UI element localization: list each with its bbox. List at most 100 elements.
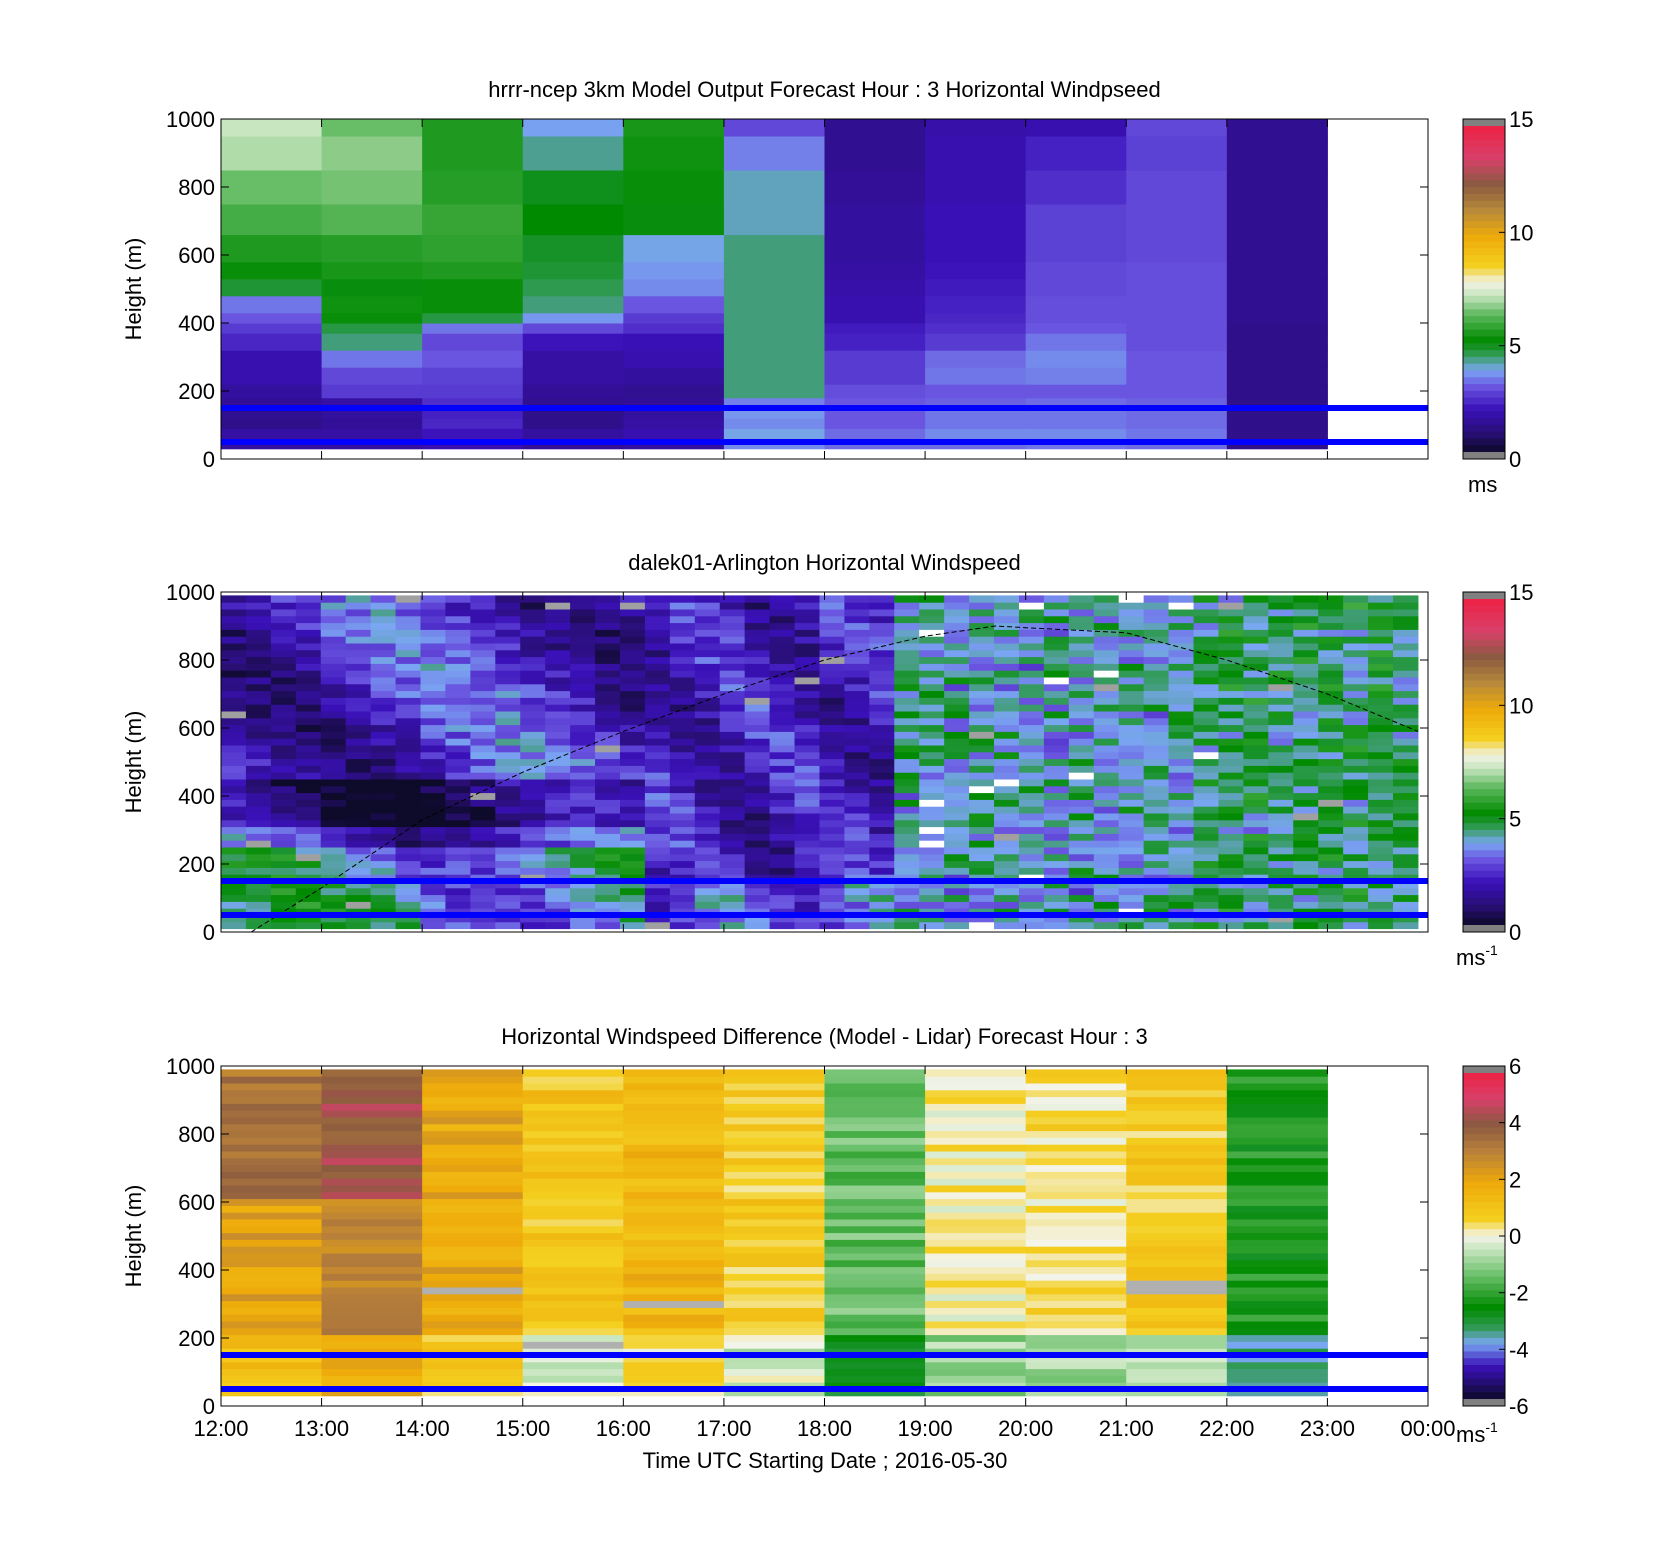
heatmap-cell xyxy=(1025,1232,1127,1240)
heatmap-cell xyxy=(994,840,1020,848)
heatmap-cell xyxy=(1193,656,1219,664)
heatmap-cell xyxy=(794,677,820,685)
heatmap-cell xyxy=(644,853,671,862)
heatmap-cell xyxy=(1368,738,1394,746)
heatmap-cell xyxy=(744,847,771,855)
heatmap-cell xyxy=(1368,792,1394,800)
heatmap-cell xyxy=(925,1293,1027,1302)
heatmap-cell xyxy=(1243,813,1269,821)
heatmap-cell xyxy=(221,745,247,753)
y-tick-label: 800 xyxy=(178,1122,215,1147)
heatmap-cell xyxy=(321,1157,423,1166)
heatmap-cell xyxy=(894,915,920,923)
colorbar-segment xyxy=(1463,268,1505,277)
heatmap-cell xyxy=(221,1321,323,1329)
heatmap-cell xyxy=(545,683,571,692)
heatmap-cell xyxy=(1118,711,1145,719)
heatmap-cell xyxy=(445,887,471,896)
heatmap-cell xyxy=(221,1307,323,1315)
heatmap-cell xyxy=(1368,711,1394,719)
heatmap-cell xyxy=(321,1096,423,1104)
heatmap-cell xyxy=(824,1348,926,1356)
heatmap-cell xyxy=(1093,663,1120,671)
heatmap-cell xyxy=(1043,921,1070,930)
heatmap-cell xyxy=(623,1219,725,1227)
colorbar-segment xyxy=(1463,234,1505,243)
heatmap-cell xyxy=(1093,887,1120,896)
heatmap-cell xyxy=(723,1157,825,1166)
heatmap-cell xyxy=(894,792,920,800)
heatmap-cell xyxy=(295,622,322,630)
heatmap-cell xyxy=(270,901,297,909)
heatmap-cell xyxy=(919,799,945,807)
heatmap-cell xyxy=(321,1246,423,1254)
heatmap-cell xyxy=(520,826,546,834)
heatmap-cell xyxy=(1025,367,1127,385)
heatmap-cell xyxy=(1318,915,1344,923)
heatmap-cell xyxy=(619,609,646,617)
heatmap-cell xyxy=(395,595,421,603)
heatmap-cell xyxy=(321,1191,423,1200)
heatmap-cell xyxy=(925,1389,1027,1397)
heatmap-cell xyxy=(1118,826,1145,834)
heatmap-cell xyxy=(221,1069,323,1077)
heatmap-cell xyxy=(794,690,820,698)
heatmap-cell xyxy=(321,1103,423,1111)
heatmap-cell xyxy=(420,819,446,828)
heatmap-cell xyxy=(794,813,820,821)
heatmap-cell xyxy=(969,697,995,705)
heatmap-cell xyxy=(245,731,272,739)
heatmap-cell xyxy=(345,738,372,746)
heatmap-cell xyxy=(1143,887,1170,896)
colorbar-segment xyxy=(1463,132,1505,141)
heatmap-cell xyxy=(545,785,571,794)
heatmap-cell xyxy=(495,629,521,637)
heatmap-cell xyxy=(619,833,646,841)
heatmap-cell xyxy=(321,350,423,368)
heatmap-cell xyxy=(944,853,970,862)
heatmap-cell xyxy=(1293,901,1319,909)
y-tick-label: 800 xyxy=(178,175,215,200)
heatmap-cell xyxy=(769,813,796,821)
y-axis-label: Height (m) xyxy=(121,1185,146,1288)
heatmap-cell xyxy=(1093,908,1120,916)
heatmap-cell xyxy=(669,677,696,685)
colorbar-segment xyxy=(1463,1134,1505,1142)
heatmap-cell xyxy=(221,384,323,399)
heatmap-cell xyxy=(794,867,820,875)
heatmap-cell xyxy=(719,779,746,787)
heatmap-cell xyxy=(919,826,945,834)
heatmap-cell xyxy=(1343,724,1369,732)
heatmap-cell xyxy=(1126,1137,1228,1145)
heatmap-cell xyxy=(321,119,423,137)
heatmap-cell xyxy=(623,1307,725,1315)
heatmap-cell xyxy=(245,636,272,644)
heatmap-cell xyxy=(769,867,796,875)
heatmap-cell xyxy=(744,881,771,889)
heatmap-cell xyxy=(570,765,596,773)
heatmap-cell xyxy=(470,683,496,692)
heatmap-cell xyxy=(1193,683,1219,692)
heatmap-cell xyxy=(1093,683,1120,692)
heatmap-cell xyxy=(1025,1137,1127,1145)
heatmap-cell xyxy=(320,595,347,603)
heatmap-cell xyxy=(1218,894,1244,902)
heatmap-cell xyxy=(270,881,297,889)
heatmap-cell xyxy=(719,738,746,746)
heatmap-cell xyxy=(925,384,1027,399)
heatmap-cell xyxy=(1218,683,1244,692)
heatmap-cell xyxy=(1118,731,1145,739)
heatmap-cell xyxy=(295,867,322,875)
heatmap-cell xyxy=(520,867,546,875)
heatmap-cell xyxy=(545,853,571,862)
heatmap-cell xyxy=(619,874,646,882)
heatmap-cell xyxy=(422,1293,524,1302)
heatmap-cell xyxy=(1168,711,1195,719)
heatmap-cell xyxy=(894,609,920,617)
heatmap-cell xyxy=(320,677,347,685)
heatmap-cell xyxy=(1243,921,1269,930)
heatmap-cell xyxy=(1318,717,1344,726)
heatmap-cell xyxy=(1168,792,1195,800)
heatmap-cell xyxy=(221,1205,323,1213)
heatmap-cell xyxy=(819,690,845,698)
